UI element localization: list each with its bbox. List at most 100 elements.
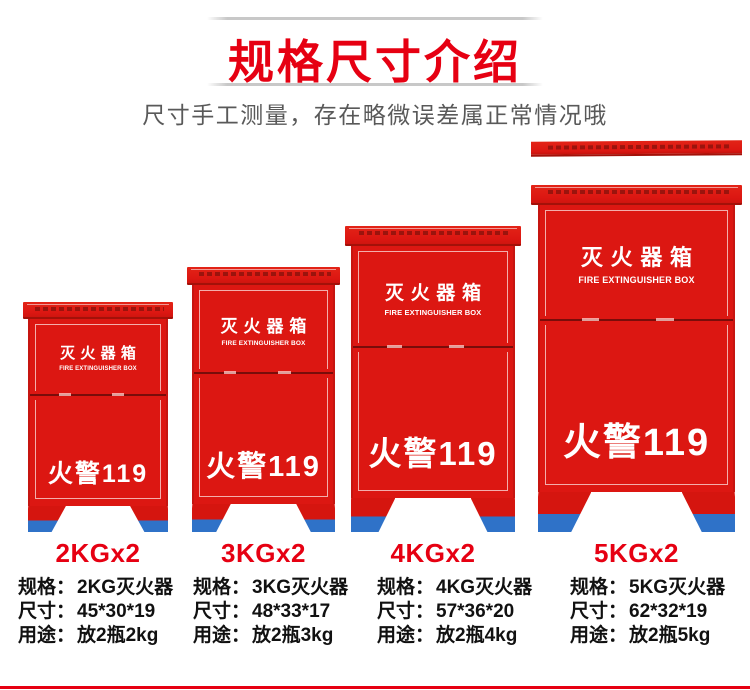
spec-key: 尺寸： bbox=[377, 601, 435, 622]
spec-column-4kg: 规格： 4KG灭火器 尺寸： 57*36*20 用途： 放2瓶4kg bbox=[377, 576, 532, 648]
alarm-text: 火警119 bbox=[368, 435, 498, 473]
size-label-2kg: 2KGx2 bbox=[55, 538, 141, 568]
lid-print bbox=[199, 272, 331, 276]
upper-door: 灭火器箱 FIRE EXTINGUISHER BOX bbox=[538, 205, 734, 317]
left-leg bbox=[538, 492, 592, 532]
box-title-cn: 灭火器箱 bbox=[60, 345, 142, 363]
spec-value: 45*30*19 bbox=[77, 601, 156, 622]
latch-notch bbox=[111, 392, 125, 396]
box-title-en: FIRE EXTINGUISHER BOX bbox=[384, 307, 482, 317]
box-feet bbox=[351, 498, 515, 532]
size-label-3kg: 3KGx2 bbox=[221, 538, 306, 568]
box-lid bbox=[187, 267, 340, 285]
extinguisher-box-3kgx2: 灭火器箱 FIRE EXTINGUISHER BOX 火警119 bbox=[187, 267, 340, 532]
lower-door: 火警119 bbox=[538, 323, 734, 492]
extinguisher-box-2kgx2: 灭火器箱 FIRE EXTINGUISHER BOX 火警119 bbox=[23, 302, 173, 532]
box-body: 灭火器箱 FIRE EXTINGUISHER BOX 火警119 bbox=[351, 246, 515, 498]
door-seam bbox=[538, 317, 734, 323]
left-leg bbox=[28, 506, 66, 532]
divider-top bbox=[207, 17, 543, 20]
box-title-en: FIRE EXTINGUISHER BOX bbox=[578, 275, 695, 286]
spec-value: 62*32*19 bbox=[629, 601, 708, 622]
spec-key: 规格： bbox=[570, 577, 628, 598]
spec-key: 规格： bbox=[377, 577, 435, 598]
left-leg bbox=[192, 504, 231, 532]
alarm-text: 火警119 bbox=[206, 450, 321, 483]
upper-door: 灭火器箱 FIRE EXTINGUISHER BOX bbox=[28, 319, 168, 392]
box-feet bbox=[192, 504, 335, 532]
spec-key: 用途： bbox=[193, 625, 251, 646]
spec-column-2kg: 规格： 2KG灭火器 尺寸： 45*30*19 用途： 放2瓶2kg bbox=[18, 576, 173, 648]
right-leg bbox=[681, 492, 735, 532]
spec-row: 尺寸： 62*32*19 bbox=[570, 600, 725, 624]
spec-column-3kg: 规格： 3KG灭火器 尺寸： 48*33*17 用途： 放2瓶3kg bbox=[193, 576, 348, 648]
spec-row: 尺寸： 57*36*20 bbox=[377, 600, 532, 624]
box-title-cn: 灭火器箱 bbox=[385, 282, 488, 304]
spec-row: 规格： 3KG灭火器 bbox=[193, 576, 348, 600]
box-feet bbox=[538, 492, 735, 532]
spec-value: 5KG灭火器 bbox=[629, 577, 726, 598]
spec-value: 放2瓶2kg bbox=[77, 625, 159, 646]
latch-notch bbox=[656, 317, 674, 321]
spec-key: 用途： bbox=[570, 625, 628, 646]
latch-notch bbox=[387, 345, 402, 349]
page-subtitle: 尺寸手工测量，存在略微误差属正常情况哦 bbox=[142, 102, 608, 128]
bottom-border-line bbox=[0, 686, 750, 689]
latch-notch bbox=[449, 345, 465, 349]
door-seam bbox=[351, 344, 515, 350]
spec-value: 4KG灭火器 bbox=[436, 577, 533, 598]
extinguisher-box-4kgx2: 灭火器箱 FIRE EXTINGUISHER BOX 火警119 bbox=[345, 226, 521, 532]
spec-value: 3KG灭火器 bbox=[252, 577, 349, 598]
box-lid bbox=[23, 302, 173, 319]
right-leg bbox=[130, 506, 168, 532]
spec-value: 2KG灭火器 bbox=[77, 577, 174, 598]
spec-key: 规格： bbox=[193, 577, 251, 598]
latch-notch bbox=[581, 317, 600, 321]
extinguisher-box-5kgx2: 灭火器箱 FIRE EXTINGUISHER BOX 火警119 bbox=[531, 185, 742, 532]
right-leg bbox=[296, 504, 335, 532]
latch-notch bbox=[223, 371, 237, 375]
spec-key: 用途： bbox=[18, 625, 76, 646]
size-label-5kg: 5KGx2 bbox=[594, 538, 679, 568]
alarm-text: 火警119 bbox=[47, 460, 149, 489]
left-leg bbox=[351, 498, 396, 532]
spec-value: 放2瓶5kg bbox=[629, 625, 711, 646]
latch-notch bbox=[277, 371, 291, 375]
upper-door: 灭火器箱 FIRE EXTINGUISHER BOX bbox=[192, 285, 334, 370]
latch-notch bbox=[58, 392, 72, 396]
spec-row: 用途： 放2瓶2kg bbox=[18, 624, 173, 648]
lid-print bbox=[547, 190, 730, 194]
lower-door: 火警119 bbox=[28, 398, 168, 506]
box-title-cn: 灭火器箱 bbox=[580, 245, 700, 271]
spec-row: 尺寸： 45*30*19 bbox=[18, 600, 173, 624]
spec-value: 放2瓶3kg bbox=[252, 625, 334, 646]
door-seam bbox=[28, 392, 168, 398]
spec-row: 规格： 2KG灭火器 bbox=[18, 576, 173, 600]
spec-key: 用途： bbox=[377, 625, 435, 646]
spec-row: 用途： 放2瓶4kg bbox=[377, 624, 532, 648]
spec-row: 用途： 放2瓶3kg bbox=[193, 624, 348, 648]
spec-row: 规格： 4KG灭火器 bbox=[377, 576, 532, 600]
spec-key: 尺寸： bbox=[18, 601, 76, 622]
spec-key: 尺寸： bbox=[570, 601, 628, 622]
box-body: 灭火器箱 FIRE EXTINGUISHER BOX 火警119 bbox=[192, 285, 335, 504]
detached-lid-5kg bbox=[531, 140, 742, 157]
size-label-4kg: 4KGx2 bbox=[390, 538, 476, 568]
spec-row: 尺寸： 48*33*17 bbox=[193, 600, 348, 624]
lid-print bbox=[359, 231, 511, 235]
spec-value: 57*36*20 bbox=[436, 601, 515, 622]
spec-row: 规格： 5KG灭火器 bbox=[570, 576, 725, 600]
lid-print bbox=[547, 144, 730, 150]
spec-key: 规格： bbox=[18, 577, 76, 598]
box-body: 灭火器箱 FIRE EXTINGUISHER BOX 火警119 bbox=[538, 205, 735, 492]
page-title: 规格尺寸介绍 bbox=[228, 36, 522, 88]
box-feet bbox=[28, 506, 168, 532]
door-seam bbox=[192, 370, 334, 376]
right-leg bbox=[470, 498, 515, 532]
alarm-text: 火警119 bbox=[562, 421, 711, 464]
spec-column-5kg: 规格： 5KG灭火器 尺寸： 62*32*19 用途： 放2瓶5kg bbox=[570, 576, 725, 648]
spec-value: 放2瓶4kg bbox=[436, 625, 518, 646]
spec-key: 尺寸： bbox=[193, 601, 251, 622]
lower-door: 火警119 bbox=[351, 350, 515, 498]
